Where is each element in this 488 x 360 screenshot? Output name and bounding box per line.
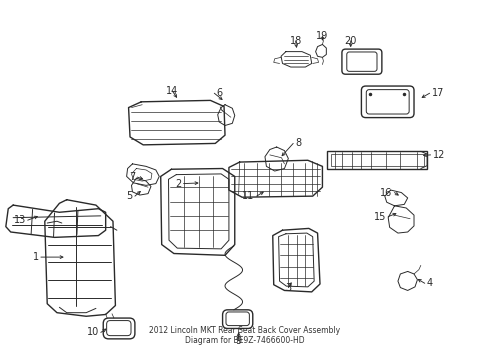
Text: 20: 20 bbox=[344, 36, 356, 46]
Bar bbox=[330, 154, 423, 166]
Text: 13: 13 bbox=[14, 215, 26, 225]
Bar bbox=[326, 151, 427, 169]
Text: 18: 18 bbox=[289, 36, 301, 46]
Text: 15: 15 bbox=[373, 212, 386, 221]
Text: 14: 14 bbox=[166, 86, 178, 96]
Text: 17: 17 bbox=[431, 88, 443, 98]
Text: 16: 16 bbox=[380, 188, 392, 198]
Text: 12: 12 bbox=[432, 150, 444, 160]
Text: 19: 19 bbox=[316, 31, 328, 41]
Text: 10: 10 bbox=[86, 327, 99, 337]
Text: 9: 9 bbox=[235, 336, 241, 346]
Text: 2: 2 bbox=[175, 179, 181, 189]
Text: 11: 11 bbox=[242, 191, 254, 201]
Text: 5: 5 bbox=[126, 191, 133, 201]
Text: 4: 4 bbox=[426, 278, 432, 288]
Text: 6: 6 bbox=[216, 88, 222, 98]
Text: 1: 1 bbox=[33, 252, 39, 262]
Text: 2012 Lincoln MKT Rear Seat Back Cover Assembly
Diagram for BE9Z-7466600-HD: 2012 Lincoln MKT Rear Seat Back Cover As… bbox=[149, 325, 339, 345]
Text: 7: 7 bbox=[129, 172, 135, 182]
Text: 3: 3 bbox=[285, 283, 291, 293]
Text: 8: 8 bbox=[295, 139, 301, 148]
